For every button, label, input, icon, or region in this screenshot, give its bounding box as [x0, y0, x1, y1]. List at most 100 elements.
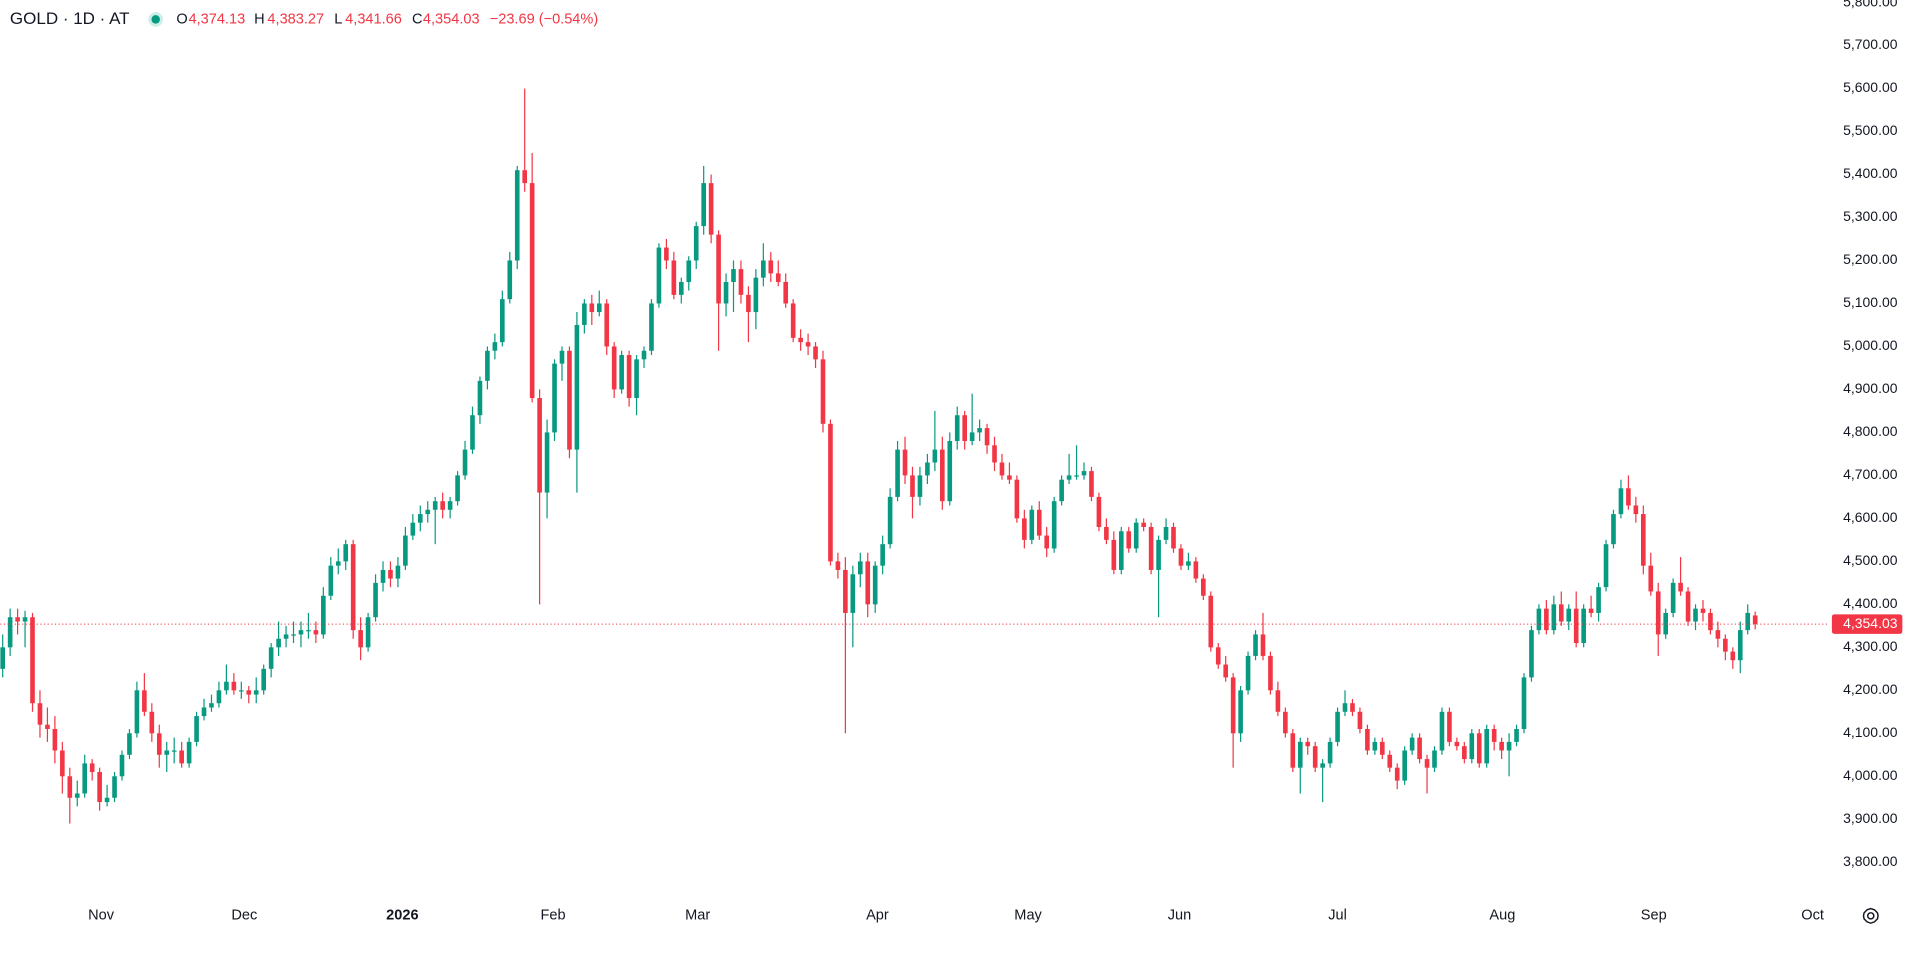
candle-body: [388, 569, 393, 579]
y-tick-label: 4,700.00: [1843, 466, 1898, 482]
candle-body: [686, 260, 692, 282]
candle-body: [1521, 677, 1527, 729]
candle-body: [1730, 651, 1736, 661]
candle-body: [1327, 741, 1333, 764]
candle-body: [1163, 526, 1169, 540]
candle-body: [119, 754, 125, 777]
candle-body: [1394, 767, 1400, 781]
candle-body: [1156, 539, 1161, 570]
candle-body: [335, 561, 341, 566]
candle-body: [1611, 514, 1616, 545]
candle-body: [373, 582, 378, 618]
candle-body: [984, 428, 990, 446]
candle-body: [1275, 690, 1281, 712]
candle-body: [850, 574, 856, 613]
candle-body: [1700, 608, 1706, 613]
ohlc-value: 4,374.13: [188, 11, 245, 27]
candle-body: [425, 509, 431, 515]
candle-body: [731, 269, 736, 282]
candle-body: [1678, 582, 1683, 592]
candle-body: [701, 183, 706, 227]
candle-body: [1133, 522, 1139, 549]
candle-body: [596, 303, 602, 313]
x-tick-label: Sep: [1641, 908, 1667, 924]
candle-body: [1544, 608, 1549, 631]
candle-body: [828, 423, 833, 562]
candle-body: [917, 475, 923, 497]
ohlc-key: C: [412, 11, 423, 27]
y-tick-label: 5,200.00: [1843, 251, 1898, 267]
x-tick-label: Dec: [231, 908, 257, 924]
candle-body: [455, 475, 460, 502]
candle-body: [1618, 488, 1624, 515]
y-tick-label: 5,500.00: [1843, 122, 1898, 138]
candle-body: [1193, 561, 1199, 579]
candle-body: [738, 269, 744, 295]
candle-body: [67, 776, 73, 798]
candle-body: [507, 260, 513, 300]
candle-body: [716, 234, 721, 304]
x-tick-label: Feb: [540, 908, 565, 924]
ohlc-value: 4,341.66: [345, 11, 402, 27]
candle-body: [1148, 526, 1154, 570]
candle-body: [1186, 561, 1191, 566]
candle-body: [626, 355, 632, 399]
candle-body: [1036, 509, 1042, 536]
ohlc-key: H: [254, 11, 265, 27]
candle-body: [306, 630, 311, 632]
y-tick-label: 5,300.00: [1843, 208, 1898, 224]
y-tick-label: 4,000.00: [1843, 767, 1898, 783]
candle-body: [813, 346, 818, 360]
last-price-box: [1831, 614, 1903, 634]
candle-body: [485, 350, 490, 381]
candle-body: [611, 346, 617, 390]
settings-icon[interactable]: [1862, 907, 1879, 924]
candle-body: [761, 260, 766, 278]
candle-body: [432, 501, 438, 510]
candle-body: [872, 565, 878, 605]
candle-body: [1648, 565, 1654, 592]
candle-body: [186, 741, 192, 764]
y-tick-label: 3,900.00: [1843, 810, 1898, 826]
candle-body: [529, 183, 535, 399]
candle-body: [60, 750, 65, 777]
candle-body: [15, 617, 20, 622]
x-tick-label: Apr: [866, 908, 889, 924]
candle-body: [835, 561, 841, 570]
x-tick-label: Jul: [1328, 908, 1347, 924]
candle-body: [179, 750, 184, 764]
ohlc-key: L: [334, 11, 342, 27]
candle-body: [239, 690, 244, 692]
candle-body: [1029, 509, 1035, 540]
symbol-title[interactable]: GOLD · 1D · AT: [10, 9, 130, 28]
candle-body: [201, 707, 207, 717]
candle-body: [954, 415, 960, 442]
candle-body: [947, 441, 953, 502]
candle-body: [1424, 759, 1430, 768]
candle-body: [1708, 612, 1713, 631]
candle-body: [343, 544, 349, 562]
candle-body: [664, 247, 669, 261]
candle-body: [1089, 471, 1094, 497]
candle-body: [1499, 741, 1504, 751]
y-tick-label: 4,600.00: [1843, 509, 1898, 525]
x-tick-label: Aug: [1489, 908, 1515, 924]
candle-body: [567, 350, 572, 450]
candle-body: [708, 183, 714, 235]
candle-body: [358, 630, 363, 648]
candle-body: [641, 350, 647, 360]
candle-body: [500, 299, 505, 343]
candle-body: [857, 561, 863, 575]
candle-body: [604, 303, 610, 347]
candle-body: [999, 462, 1005, 476]
candle-body: [7, 617, 13, 648]
candle-body: [470, 415, 475, 450]
candle-body: [1342, 703, 1348, 712]
last-price-label: 4,354.03: [1843, 615, 1898, 631]
candle-body: [1670, 582, 1676, 613]
candle-body: [22, 617, 28, 622]
candle-body: [417, 514, 423, 523]
candle-body: [462, 449, 468, 476]
